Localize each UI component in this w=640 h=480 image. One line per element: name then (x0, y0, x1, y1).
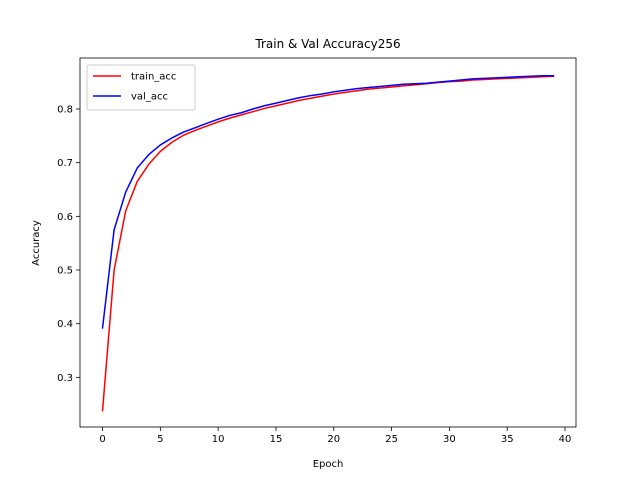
x-tick-label: 25 (385, 434, 398, 445)
series-line-val-acc (101, 74, 555, 329)
x-tick-label: 20 (327, 434, 340, 445)
x-tick-label: 10 (212, 434, 225, 445)
legend: train_acc val_acc (86, 64, 196, 111)
y-tick-label: 0.7 (57, 158, 73, 169)
chart-title: Train & Val Accuracy256 (254, 37, 400, 51)
x-tick-label: 40 (559, 434, 572, 445)
y-tick-label: 0.5 (57, 266, 73, 277)
y-tick-label: 0.4 (57, 319, 73, 330)
x-tick-label: 0 (99, 434, 105, 445)
series-line-train-acc (101, 75, 555, 412)
y-tick-label: 0.8 (57, 104, 73, 115)
x-tick-label: 5 (157, 434, 163, 445)
legend-label-val-acc: val_acc (131, 92, 168, 103)
plot-frame (79, 57, 577, 428)
y-axis: 0.3 0.4 0.5 0.6 0.7 0.8 (57, 104, 80, 384)
y-tick-label: 0.6 (57, 212, 73, 223)
x-axis: 0 5 10 15 20 25 30 35 40 (99, 427, 571, 445)
series-group (101, 74, 555, 412)
y-axis-label: Accuracy (31, 220, 42, 266)
x-tick-label: 30 (443, 434, 456, 445)
x-tick-label: 15 (270, 434, 283, 445)
y-tick-label: 0.3 (57, 373, 73, 384)
x-axis-label: Epoch (313, 459, 344, 470)
legend-label-train-acc: train_acc (131, 72, 176, 83)
x-tick-label: 35 (501, 434, 514, 445)
